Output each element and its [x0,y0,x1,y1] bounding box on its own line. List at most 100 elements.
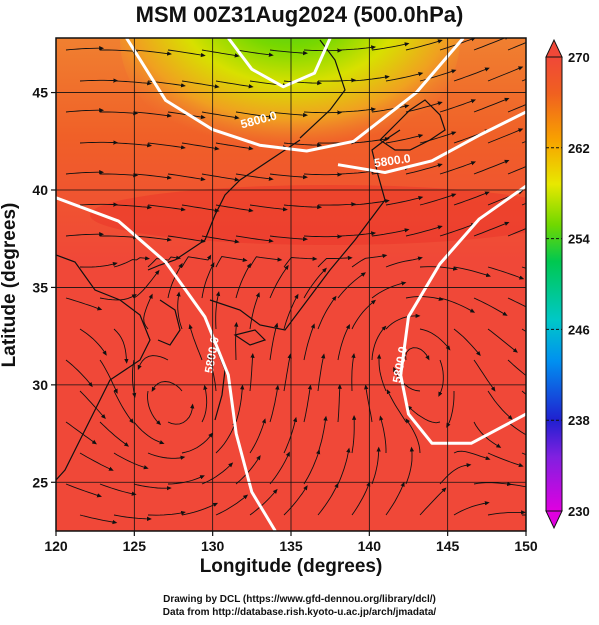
streamline [113,256,150,268]
streamline [147,390,162,426]
streamline [473,97,510,113]
chart-title: MSM 00Z31Aug2024 (500.0hPa) [135,2,464,27]
streamline [453,67,490,82]
streamline [100,111,139,116]
streamline [215,204,254,213]
contour-label: 5800.0 [202,335,222,374]
lat-lon-grid [56,38,526,531]
streamline [249,292,260,330]
streamline [371,104,410,113]
streamline [181,254,212,268]
streamline [405,101,443,113]
streamline [317,255,353,268]
x-axis-label: Longitude (degrees) [199,556,383,577]
streamline [167,49,206,58]
streamline [201,262,215,299]
streamline [507,421,526,436]
streamline [176,291,183,330]
streamline [487,266,525,280]
streamline [249,204,288,212]
streamline [147,204,186,212]
streamline [453,328,481,357]
x-tick-label: 140 [358,538,382,554]
streamline [201,462,234,485]
streamline [473,221,510,237]
streamline [99,359,118,394]
streamline [317,78,357,83]
streamline [215,420,237,454]
streamline [79,78,119,83]
streamline [303,449,321,485]
streamline [351,414,357,454]
streamline [303,48,343,53]
streamline [385,481,405,516]
streamline [100,235,139,240]
streamline [351,253,388,268]
y-tick-label: 25 [32,474,48,490]
credit-data: Data from http://database.rish.kyoto-u.a… [162,607,437,618]
streamline [113,328,129,364]
streamline [235,49,274,57]
streamline [419,487,447,516]
streamline [303,267,327,299]
streamline [234,321,239,361]
streamline [269,451,290,485]
streamline [113,452,149,470]
streamline [167,403,195,425]
streamline [337,383,342,423]
streamline [65,483,102,498]
colorbar-tick-label: 230 [568,504,590,519]
streamline [269,384,280,423]
x-axis-ticks: 120 125 130 135 140 145 150 [44,531,538,554]
streamline [405,296,444,301]
streamline [215,142,254,151]
streamline [283,256,318,268]
streamline [215,256,248,268]
streamline [386,389,407,423]
x-tick-label: 150 [514,538,538,554]
y-tick-label: 35 [32,279,48,295]
streamline [65,108,105,113]
streamline [99,294,137,301]
colorbar-tick-label: 246 [568,322,590,337]
streamline [405,418,421,454]
streamline [337,231,377,237]
coastline [56,39,446,481]
warm-band [90,185,526,245]
streamline [439,463,472,485]
streamline [269,49,308,56]
streamline [473,481,512,487]
streamline [133,269,160,299]
streamline [364,384,373,423]
streamline [65,421,97,445]
streamline [337,107,377,113]
streamline [379,415,387,453]
streamline [181,142,220,151]
streamline [269,322,279,361]
streamline [487,128,524,144]
streamlines [65,38,526,525]
colorbar-tick-label: 262 [568,141,590,156]
streamline [113,142,153,148]
streamline [385,71,424,82]
streamline [133,235,172,242]
streamline [351,136,390,144]
streamline [249,418,266,454]
streamline [487,452,524,468]
streamline [235,384,245,423]
streamline [113,204,153,210]
streamline [439,161,477,175]
streamline [283,204,323,210]
streamline [393,366,421,392]
cold-trough-shading [120,38,460,160]
colorbar-tick-label: 254 [568,232,590,247]
streamline [317,202,357,207]
streamline [147,510,186,516]
streamline [133,111,172,118]
streamline [215,494,249,516]
streamline [405,446,415,485]
streamline [351,198,390,206]
streamline [507,228,526,237]
streamline [487,66,524,82]
